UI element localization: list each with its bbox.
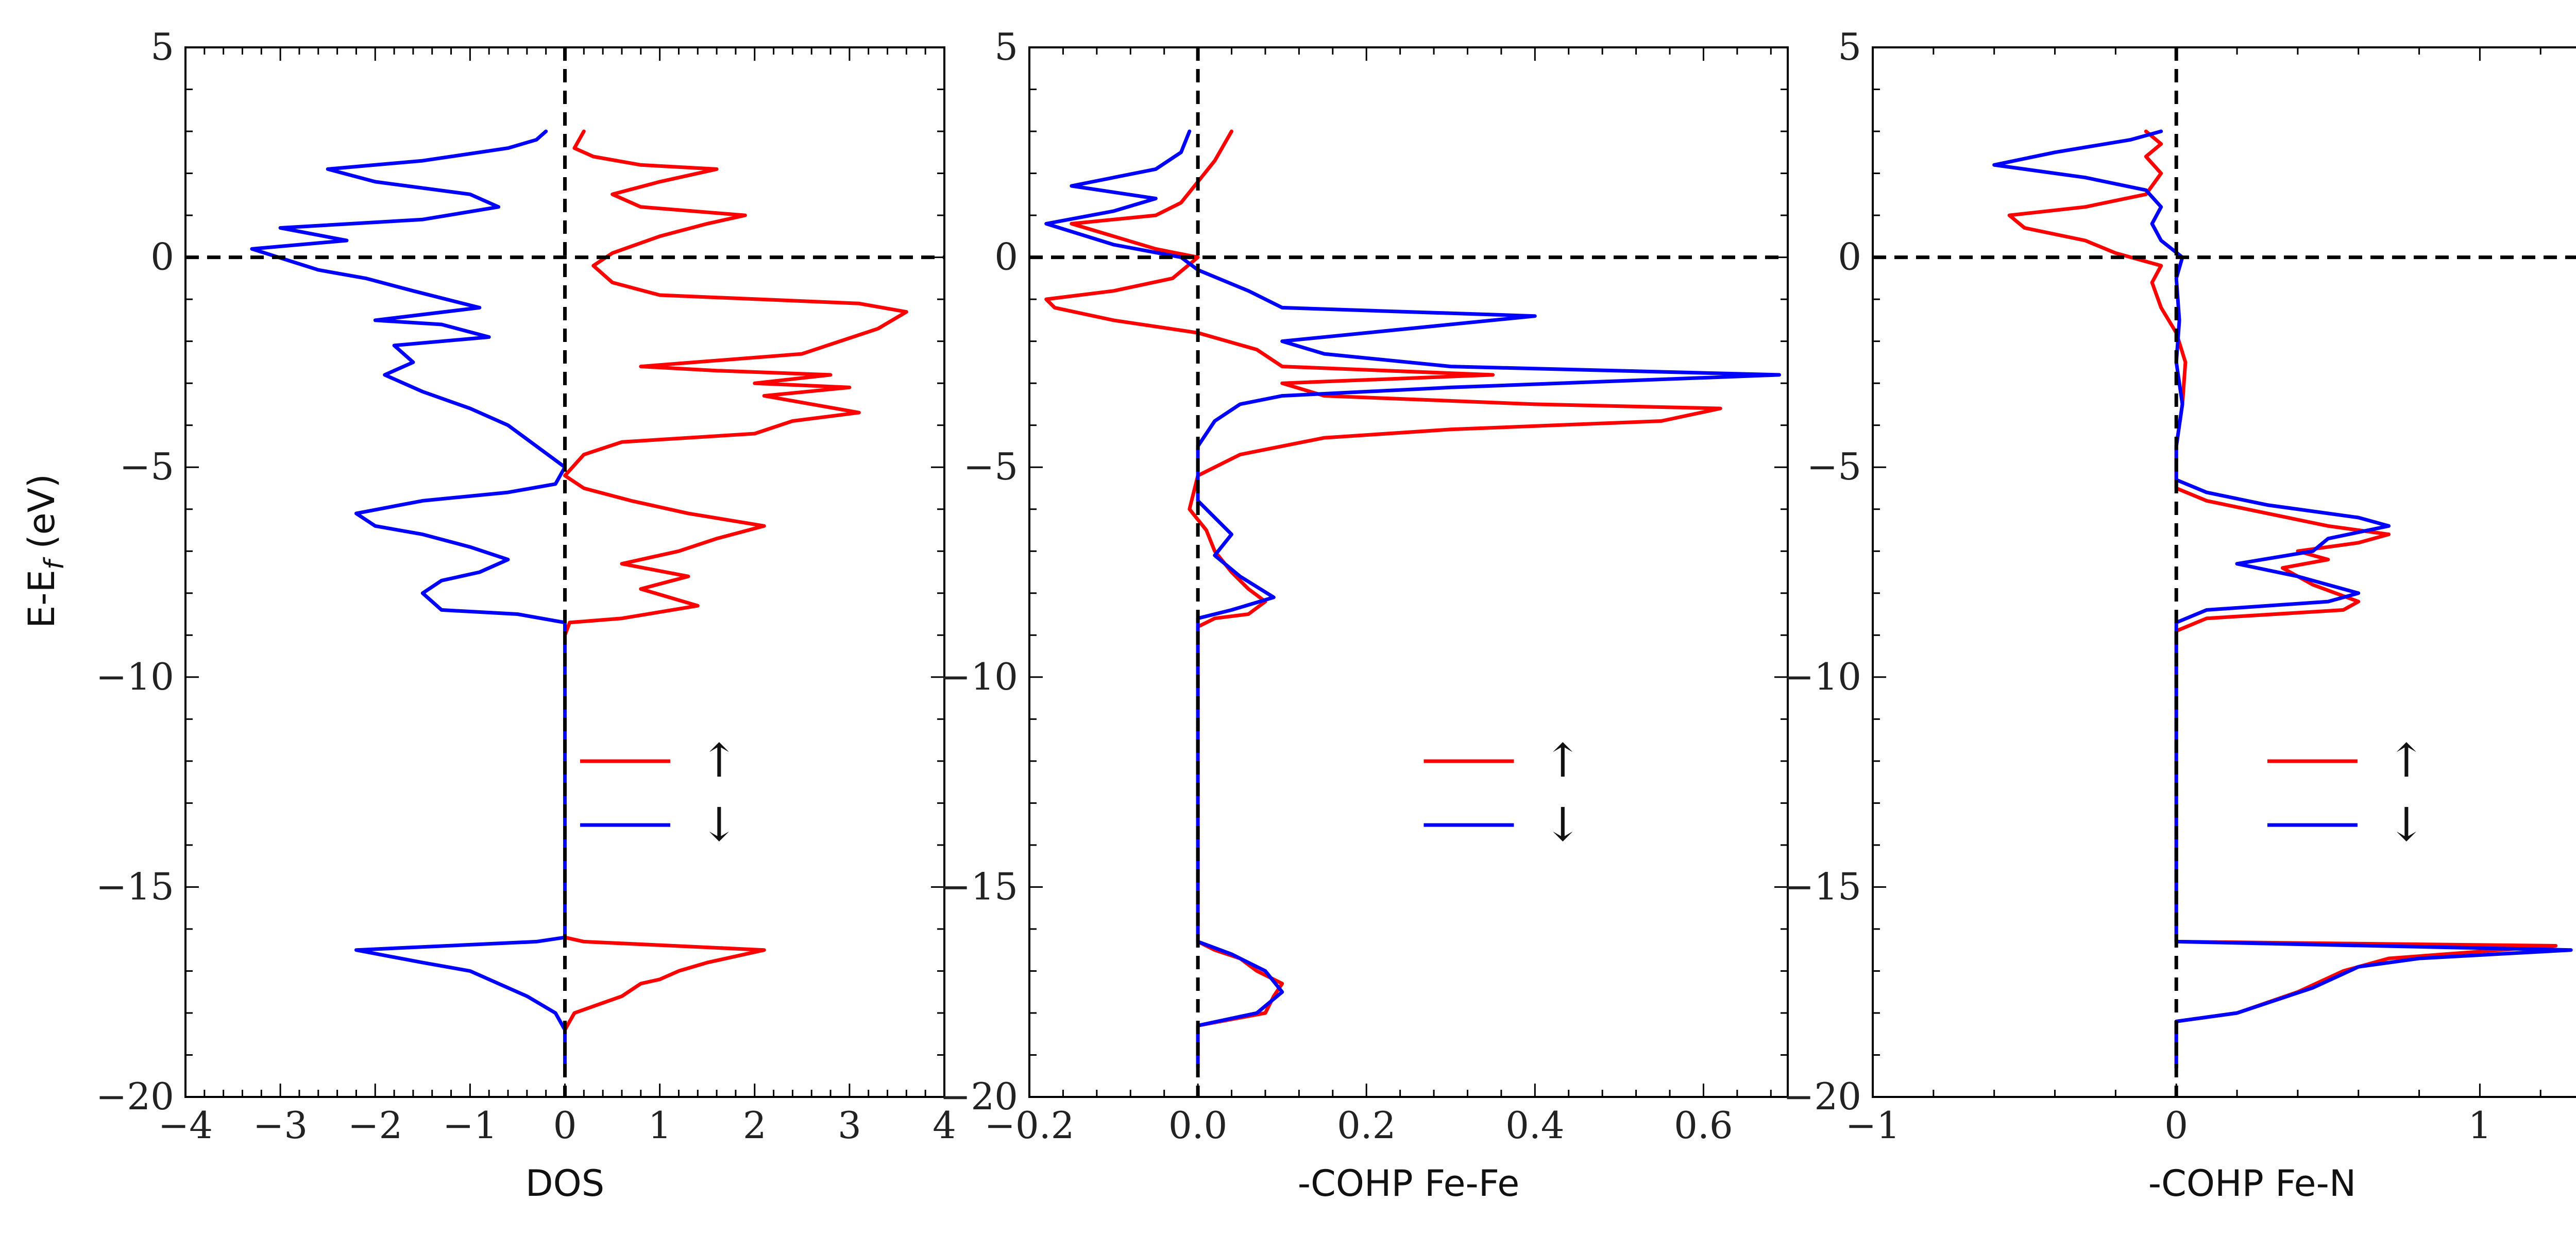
x-tick-label: 0.0 [1168,1104,1228,1147]
y-tick-label: 5 [150,25,174,68]
panel-3: −1 0 150−5−10−15−20-COHP Fe-N↑↓ [1783,25,2576,1205]
x-tick-label: 0.6 [1674,1104,1733,1147]
series-line-up [563,129,908,1070]
x-tick-label: 1 [2468,1104,2492,1147]
y-tick-label: 0 [1838,235,1861,279]
x-tick-label: 3 [838,1104,861,1147]
panel-2: −0.2 0.0 0.2 0.4 0.6 5 0 −5 −10 −15 −20 -COHP Fe-Fe… [940,25,1789,1205]
x-axis-label: -COHP Fe-N [2148,1162,2356,1205]
x-tick-label: −2 [348,1104,402,1147]
x-tick-label: 0.4 [1505,1104,1565,1147]
y-tick-label: −20 [96,1075,174,1118]
legend-label-up: ↑ [700,734,738,788]
series-line-down [1992,129,2573,1070]
x-tick-label: −3 [253,1104,308,1147]
y-tick-label: −20 [940,1075,1018,1118]
legend-label-down: ↓ [700,798,738,852]
y-tick-label: −15 [940,865,1018,908]
x-tick-label: 0 [2164,1104,2188,1147]
x-axis-label: DOS [526,1162,604,1205]
legend: ↑↓ [580,734,739,852]
y-tick-label: −5 [963,445,1018,488]
legend: ↑↓ [2267,734,2426,852]
y-tick-label: −15 [1783,865,1861,908]
plot-frame [1872,46,2576,1098]
series-line-up [2007,129,2558,1070]
x-tick-label: 0.2 [1337,1104,1396,1147]
legend-label-up: ↑ [1544,734,1582,788]
y-tick-label: −5 [1807,445,1861,488]
x-tick-label: 4 [933,1104,956,1147]
legend-label-down: ↓ [1544,798,1582,852]
legend-label-up: ↑ [2387,734,2426,788]
y-tick-label: −15 [96,865,174,908]
x-tick-label: −1 [443,1104,497,1147]
y-tick-label: −10 [1783,655,1861,698]
y-tick-label: −20 [1783,1075,1861,1118]
series-line-up [1044,129,1722,1070]
plot-frame [1028,46,1789,1098]
y-tick-label: 0 [994,235,1018,279]
legend: ↑↓ [1423,734,1582,852]
legend-label-down: ↓ [2387,798,2426,852]
y-tick-label: −10 [940,655,1018,698]
series-line-down [250,129,567,1070]
y-tick-label: −10 [96,655,174,698]
x-tick-label: −4 [158,1104,213,1147]
x-axis-label: -COHP Fe-Fe [1298,1162,1520,1205]
series-line-down [1044,129,1782,1070]
x-tick-label: 0 [553,1104,577,1147]
y-tick-label: 0 [150,235,174,279]
y-axis-label: E-Ef (eV) [21,474,70,628]
y-tick-label: 5 [1838,25,1861,68]
x-tick-label: −0.2 [985,1104,1075,1147]
x-tick-label: 1 [648,1104,672,1147]
y-tick-label: −5 [120,445,174,488]
x-tick-label: 2 [743,1104,767,1147]
y-tick-label: 5 [994,25,1018,68]
x-tick-label: −1 [1845,1104,1900,1147]
